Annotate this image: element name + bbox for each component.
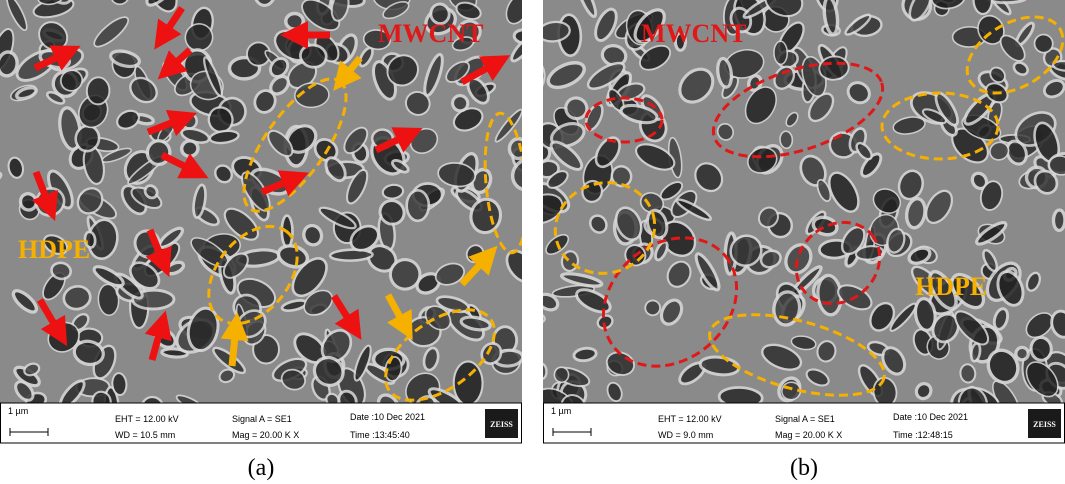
date: Date :10 Dec 2021 [350,412,425,422]
pore [513,29,536,45]
wd: WD = 9.0 mm [658,430,713,440]
pore [509,138,528,159]
matrix-label: HDPE [18,235,90,264]
eht: EHT = 12.00 kV [658,414,722,424]
mag: Mag = 20.00 K X [775,430,842,440]
time: Time :12:48:15 [893,430,953,440]
figure: MWCNT HDPE 1 µm EHT = 12.00 kV WD = 10.5 mm S… [0,0,1065,484]
caption: (b) [790,455,818,481]
brand: ZEISS [490,420,513,429]
pore [780,131,793,149]
sem-image: MWCNT HDPE [520,0,1065,428]
signal: Signal A = SE1 [775,414,835,424]
caption: (a) [248,455,275,481]
filler-label: MWCNT [378,19,483,48]
pore [180,139,200,158]
eht: EHT = 12.00 kV [115,414,179,424]
pore [528,312,545,323]
pore [146,140,171,166]
sem-image: MWCNT HDPE [0,0,550,429]
wd: WD = 10.5 mm [115,430,175,440]
pore [537,364,546,379]
signal: Signal A = SE1 [232,414,292,424]
brand: ZEISS [1033,420,1056,429]
pore [86,77,110,105]
pore [523,61,546,95]
matrix-label: HDPE [915,272,987,301]
filler-label: MWCNT [641,19,746,48]
pore [407,190,429,221]
pore [111,373,127,396]
panel: MWCNT HDPE 1 µm EHT = 12.00 kV WD = 9.0 mm Si… [520,0,1065,481]
time: Time :13:45:40 [350,430,410,440]
date: Date :10 Dec 2021 [893,412,968,422]
panel: MWCNT HDPE 1 µm EHT = 12.00 kV WD = 10.5 mm S… [0,0,550,481]
scale-label: 1 µm [551,406,571,416]
mag: Mag = 20.00 K X [232,430,299,440]
orange-arrow [232,326,236,366]
pore [1030,336,1053,361]
pore [1053,210,1065,231]
pore [330,249,373,261]
scale-label: 1 µm [8,406,28,416]
pore [774,41,788,64]
pore [285,13,303,29]
